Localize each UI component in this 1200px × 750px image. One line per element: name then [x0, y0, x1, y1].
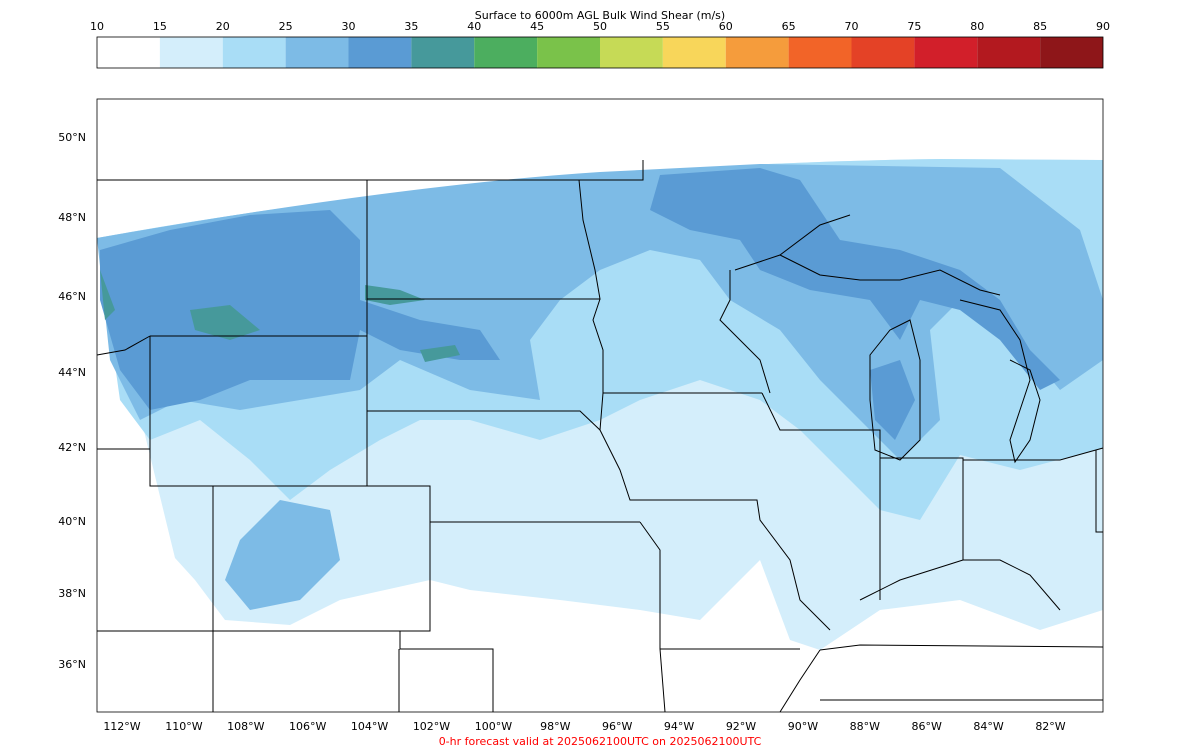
- color-segment: [1040, 37, 1103, 68]
- colorbar-tick-label: 15: [153, 20, 167, 33]
- color-segment: [348, 37, 412, 68]
- shear-25: [225, 500, 340, 610]
- shear-35: [100, 270, 460, 362]
- lat-label: 48°N: [58, 211, 86, 224]
- lat-label: 46°N: [58, 290, 86, 303]
- lon-label: 102°W: [413, 720, 450, 733]
- colorbar-tick-label: 85: [1033, 20, 1047, 33]
- shear-30: [100, 210, 500, 410]
- shear-30: [870, 360, 915, 440]
- colorbar-tick-label: 50: [593, 20, 607, 33]
- color-segment: [600, 37, 663, 68]
- colorbar-tick-label: 20: [216, 20, 230, 33]
- color-segment: [725, 37, 789, 68]
- lon-label: 90°W: [788, 720, 818, 733]
- colorbar-tick-label: 30: [342, 20, 356, 33]
- lon-label: 98°W: [540, 720, 570, 733]
- colorbar-tick-label: 70: [845, 20, 859, 33]
- colorbar: 10 15 20 25 30 35 40 45 50 55 60 65 70 75 80 85 90: [90, 20, 1110, 69]
- lat-label: 40°N: [58, 515, 86, 528]
- colorbar-tick-label: 60: [719, 20, 733, 33]
- colorbar-title: Surface to 6000m AGL Bulk Wind Shear (m/…: [475, 9, 725, 22]
- colorbar-tick-label: 55: [656, 20, 670, 33]
- colorbar-outline: [96, 36, 1104, 69]
- lon-label: 94°W: [664, 720, 694, 733]
- lon-label: 110°W: [165, 720, 202, 733]
- lon-label: 106°W: [289, 720, 326, 733]
- lon-label: 86°W: [912, 720, 942, 733]
- lon-label: 108°W: [227, 720, 264, 733]
- color-segment: [537, 37, 600, 68]
- lon-label: 112°W: [103, 720, 140, 733]
- map: 50°N 48°N 46°N 44°N 42°N 40°N 38°N 36°N 112°W 110…: [58, 98, 1104, 733]
- color-segment: [851, 37, 915, 68]
- lat-label: 50°N: [58, 131, 86, 144]
- lat-label: 42°N: [58, 441, 86, 454]
- lon-label: 104°W: [351, 720, 388, 733]
- colorbar-tick-label: 40: [467, 20, 481, 33]
- color-segment: [977, 37, 1041, 68]
- color-segment: [788, 37, 852, 68]
- color-segment: [97, 37, 160, 68]
- colorbar-tick-label: 90: [1096, 20, 1110, 33]
- map-outline: [96, 98, 1104, 713]
- lat-label: 36°N: [58, 658, 86, 671]
- lon-label: 100°W: [475, 720, 512, 733]
- color-segment: [411, 37, 475, 68]
- lon-label: 82°W: [1035, 720, 1065, 733]
- colorbar-tick-label: 25: [279, 20, 293, 33]
- lon-label: 92°W: [726, 720, 756, 733]
- lat-label: 38°N: [58, 587, 86, 600]
- colorbar-tick-label: 10: [90, 20, 104, 33]
- colorbar-tick-label: 45: [530, 20, 544, 33]
- color-segment: [662, 37, 726, 68]
- colorbar-tick-label: 75: [907, 20, 921, 33]
- color-segment: [285, 37, 349, 68]
- colorbar-tick-label: 65: [782, 20, 796, 33]
- color-segment: [222, 37, 286, 68]
- colorbar-tick-label: 35: [404, 20, 418, 33]
- lat-label: 44°N: [58, 366, 86, 379]
- color-segment: [914, 37, 978, 68]
- lon-label: 96°W: [602, 720, 632, 733]
- color-segment: [474, 37, 538, 68]
- forecast-footer: 0-hr forecast valid at 2025062100UTC on …: [439, 735, 762, 748]
- state-borders: [96, 160, 1104, 713]
- color-segment: [159, 37, 223, 68]
- colorbar-tick-label: 80: [970, 20, 984, 33]
- lon-label: 84°W: [973, 720, 1003, 733]
- lon-label: 88°W: [850, 720, 880, 733]
